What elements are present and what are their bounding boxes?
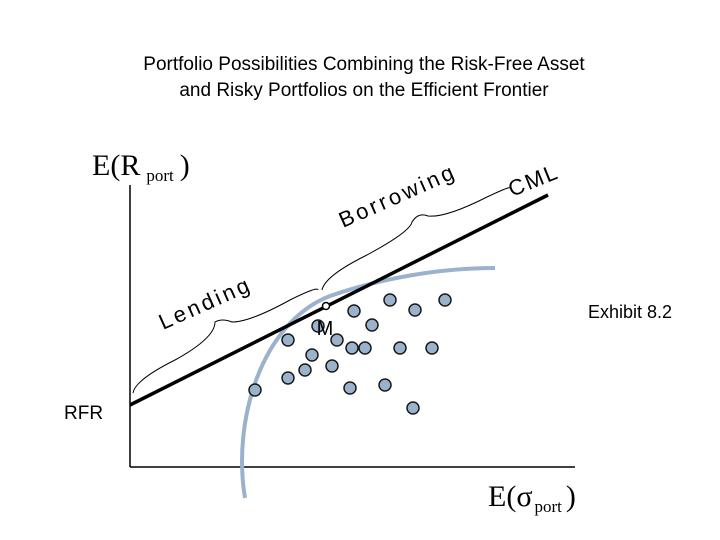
- text-part: port: [535, 497, 563, 516]
- x-axis-label: E(σ port): [488, 480, 576, 516]
- portfolio-dot: [343, 381, 357, 395]
- text-part: ): [566, 480, 576, 513]
- lending-brace: [132, 288, 319, 394]
- portfolio-dot: [345, 341, 359, 355]
- portfolio-dot: [298, 363, 312, 377]
- portfolio-dot: [305, 348, 319, 362]
- lending-label: Lending: [155, 271, 256, 334]
- exhibit-label: Exhibit 8.2: [588, 302, 672, 322]
- y-axis-label: E(R port): [92, 149, 190, 185]
- portfolio-dot: [311, 319, 325, 333]
- cml-label: CML: [505, 159, 563, 202]
- text-part: ): [180, 149, 190, 182]
- portfolio-dot: [406, 401, 420, 415]
- portfolio-dot: [425, 341, 439, 355]
- portfolio-dot: [248, 383, 262, 397]
- portfolio-dot: [393, 341, 407, 355]
- portfolio-dot: [365, 318, 379, 332]
- text-part: E(: [488, 480, 516, 513]
- title-line: Portfolio Possibilities Combining the Ri…: [143, 54, 585, 75]
- portfolio-dot: [347, 304, 361, 318]
- portfolio-dot: [325, 359, 339, 373]
- cml-line: [129, 193, 549, 407]
- borrowing-brace: [321, 187, 511, 291]
- portfolio-dot: [383, 293, 397, 307]
- portfolio-dot: [330, 333, 344, 347]
- rfr-label: RFR: [64, 403, 103, 424]
- market-portfolio: [321, 301, 331, 311]
- text-part: port: [146, 166, 174, 185]
- efficient-frontier: [240, 266, 496, 499]
- portfolio-dot: [378, 378, 392, 392]
- portfolio-dot: [358, 341, 372, 355]
- borrowing-label: Borrowing: [335, 158, 460, 232]
- text-part: E(R: [92, 149, 140, 182]
- market-label: M: [317, 318, 334, 340]
- portfolio-dot: [438, 293, 452, 307]
- portfolio-dot: [281, 371, 295, 385]
- text-part: σ: [516, 480, 532, 513]
- portfolio-dot: [408, 303, 422, 317]
- title-line: and Risky Portfolios on the Efficient Fr…: [179, 80, 549, 101]
- portfolio-dots: [248, 293, 452, 415]
- portfolio-dot: [281, 333, 295, 347]
